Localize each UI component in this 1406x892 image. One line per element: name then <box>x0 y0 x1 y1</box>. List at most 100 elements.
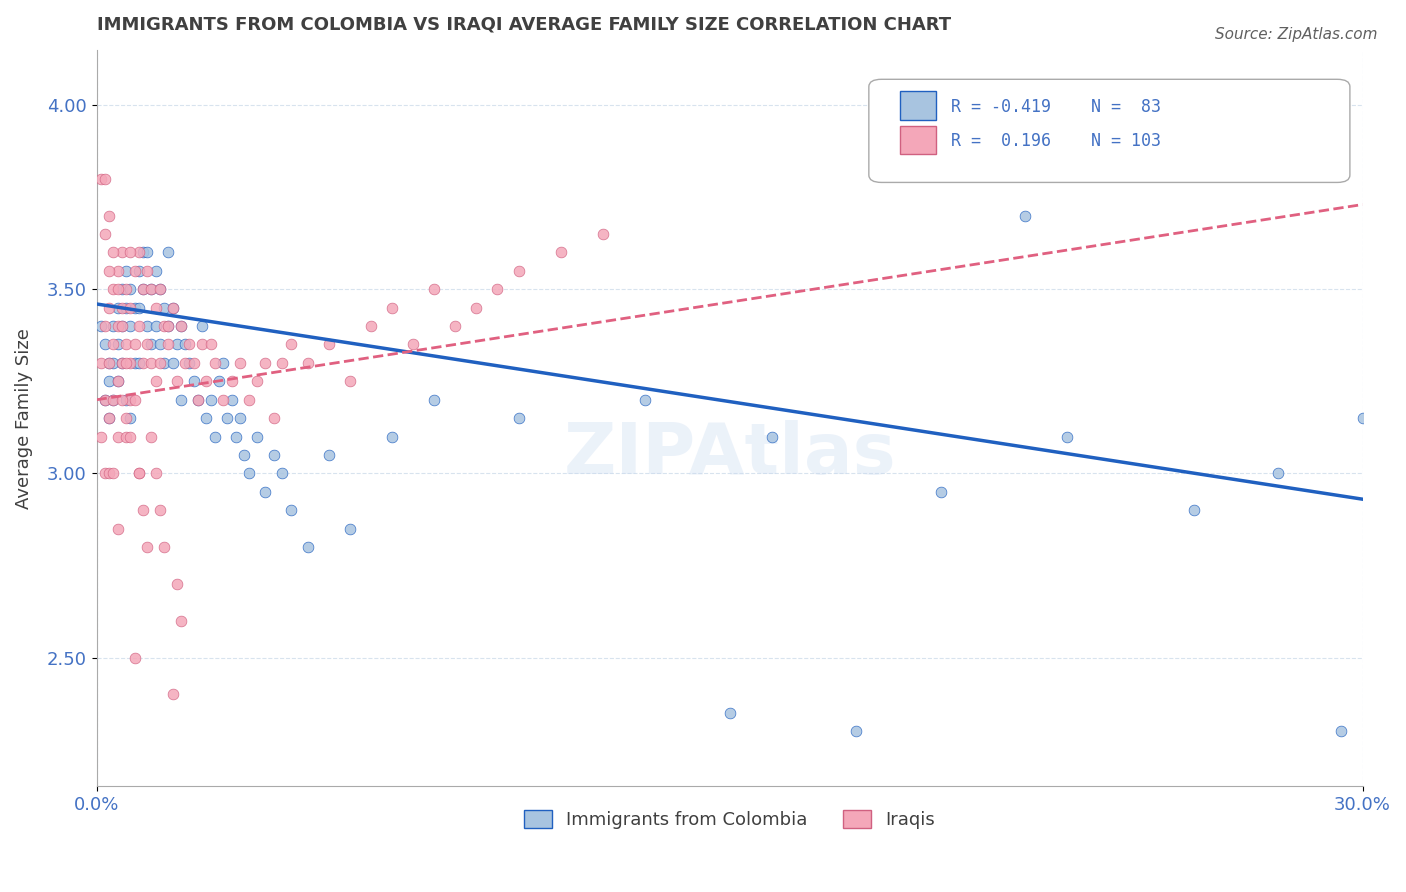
Point <box>124 650 146 665</box>
Point <box>111 301 134 315</box>
Point <box>98 209 121 223</box>
Point <box>141 282 163 296</box>
Point <box>381 301 404 315</box>
Point <box>508 411 530 425</box>
Point <box>149 356 172 370</box>
Point <box>103 392 125 407</box>
Point <box>136 264 159 278</box>
Point <box>162 356 184 370</box>
Point <box>271 356 294 370</box>
Point <box>263 448 285 462</box>
Point <box>195 411 218 425</box>
Point <box>153 319 176 334</box>
Point <box>115 264 138 278</box>
Point <box>120 319 142 334</box>
Point <box>103 392 125 407</box>
Point <box>132 282 155 296</box>
Point <box>166 577 188 591</box>
Point <box>107 282 129 296</box>
Text: R = -0.419    N =  83: R = -0.419 N = 83 <box>950 97 1161 116</box>
FancyBboxPatch shape <box>900 91 936 120</box>
Point <box>208 374 231 388</box>
Point <box>929 484 952 499</box>
Text: IMMIGRANTS FROM COLOMBIA VS IRAQI AVERAGE FAMILY SIZE CORRELATION CHART: IMMIGRANTS FROM COLOMBIA VS IRAQI AVERAG… <box>97 15 950 33</box>
Point <box>550 245 572 260</box>
Point <box>153 301 176 315</box>
Point <box>107 374 129 388</box>
Point <box>718 706 741 720</box>
Point <box>103 319 125 334</box>
Point <box>94 319 117 334</box>
Point <box>120 301 142 315</box>
Point <box>1056 429 1078 443</box>
Point <box>212 356 235 370</box>
Point <box>120 392 142 407</box>
Point <box>170 319 193 334</box>
Point <box>183 356 205 370</box>
Point <box>107 522 129 536</box>
Point <box>162 301 184 315</box>
Point <box>157 337 180 351</box>
Point <box>339 374 361 388</box>
Point <box>318 448 340 462</box>
Point <box>94 467 117 481</box>
Point <box>136 540 159 554</box>
Y-axis label: Average Family Size: Average Family Size <box>15 327 32 508</box>
Point <box>200 392 222 407</box>
Point <box>141 282 163 296</box>
Text: ZIPAtlas: ZIPAtlas <box>564 420 896 490</box>
Point <box>174 337 197 351</box>
Point <box>90 356 112 370</box>
Point <box>103 245 125 260</box>
Point <box>360 319 382 334</box>
Point <box>246 429 269 443</box>
Point <box>191 337 214 351</box>
Point <box>128 264 150 278</box>
Point <box>183 374 205 388</box>
Point <box>204 429 226 443</box>
Point <box>145 374 167 388</box>
Point <box>179 337 201 351</box>
Point <box>111 319 134 334</box>
FancyBboxPatch shape <box>900 126 936 154</box>
Point <box>94 392 117 407</box>
Point <box>254 484 277 499</box>
Point <box>157 245 180 260</box>
Point <box>204 356 226 370</box>
Point <box>98 356 121 370</box>
Point <box>120 411 142 425</box>
Point <box>166 374 188 388</box>
Point <box>132 282 155 296</box>
Point <box>271 467 294 481</box>
Point <box>179 356 201 370</box>
Point <box>149 282 172 296</box>
Point <box>187 392 209 407</box>
Point <box>115 301 138 315</box>
Point <box>103 356 125 370</box>
Point <box>465 301 488 315</box>
Point <box>145 301 167 315</box>
Point <box>221 392 243 407</box>
Point <box>195 374 218 388</box>
Point <box>128 245 150 260</box>
Point <box>128 356 150 370</box>
Point <box>1014 209 1036 223</box>
Point <box>98 301 121 315</box>
Point <box>486 282 509 296</box>
Point <box>115 392 138 407</box>
Point <box>162 687 184 701</box>
Point <box>423 392 446 407</box>
Point <box>115 411 138 425</box>
Point <box>111 356 134 370</box>
Point <box>111 319 134 334</box>
Point <box>166 337 188 351</box>
Point <box>280 337 302 351</box>
Point <box>90 429 112 443</box>
Point <box>98 356 121 370</box>
Point <box>145 319 167 334</box>
Point <box>157 319 180 334</box>
Point <box>120 282 142 296</box>
Point <box>263 411 285 425</box>
Point <box>94 227 117 241</box>
Point <box>128 467 150 481</box>
